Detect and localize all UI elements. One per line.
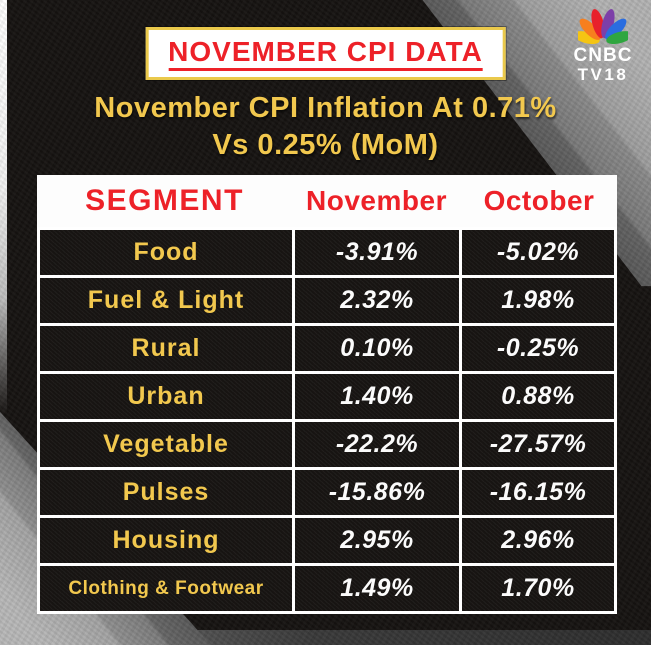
october-cell: -5.02% xyxy=(462,230,614,275)
segment-cell: Fuel & Light xyxy=(40,278,292,323)
november-cell: -15.86% xyxy=(295,470,459,515)
table-row: Urban 1.40% 0.88% xyxy=(40,374,614,419)
segment-cell: Clothing & Footwear xyxy=(40,566,292,611)
table-header-row: SEGMENT November October xyxy=(37,175,617,227)
headline-line-1: November CPI Inflation At 0.71% xyxy=(94,92,557,124)
page-title: NOVEMBER CPI DATA xyxy=(168,36,483,71)
table-row: Vegetable -22.2% -27.57% xyxy=(40,422,614,467)
column-header-october: October xyxy=(483,185,595,216)
october-cell: -27.57% xyxy=(462,422,614,467)
october-cell: 0.88% xyxy=(462,374,614,419)
segment-cell: Food xyxy=(40,230,292,275)
headline-line-2: Vs 0.25% (MoM) xyxy=(212,129,439,161)
cnbc-peacock-icon xyxy=(578,9,628,44)
november-cell: 1.40% xyxy=(295,374,459,419)
table-body: Food -3.91% -5.02% Fuel & Light 2.32% 1.98% Ru… xyxy=(37,227,617,614)
column-header-segment: SEGMENT xyxy=(85,184,244,217)
segment-cell: Urban xyxy=(40,374,292,419)
table-row: Food -3.91% -5.02% xyxy=(40,230,614,275)
october-cell: 2.96% xyxy=(462,518,614,563)
table-row: Rural 0.10% -0.25% xyxy=(40,326,614,371)
segment-cell: Housing xyxy=(40,518,292,563)
october-cell: -0.25% xyxy=(462,326,614,371)
title-banner: NOVEMBER CPI DATA xyxy=(145,27,506,80)
table-row: Clothing & Footwear 1.49% 1.70% xyxy=(40,566,614,611)
november-cell: 2.32% xyxy=(295,278,459,323)
logo-text-cnbc: CNBC xyxy=(573,45,633,66)
cnbc-tv18-logo: CNBC TV18 xyxy=(565,8,641,83)
october-cell: 1.70% xyxy=(462,566,614,611)
november-cell: -3.91% xyxy=(295,230,459,275)
segment-cell: Rural xyxy=(40,326,292,371)
table-row: Fuel & Light 2.32% 1.98% xyxy=(40,278,614,323)
november-cell: 1.49% xyxy=(295,566,459,611)
cpi-data-table: SEGMENT November October Food -3.91% -5.02… xyxy=(37,175,617,614)
segment-cell: Vegetable xyxy=(40,422,292,467)
november-cell: 2.95% xyxy=(295,518,459,563)
headline: November CPI Inflation At 0.71% Vs 0.25%… xyxy=(0,90,651,164)
october-cell: 1.98% xyxy=(462,278,614,323)
november-cell: 0.10% xyxy=(295,326,459,371)
november-cell: -22.2% xyxy=(295,422,459,467)
left-white-strip-decoration xyxy=(0,0,7,415)
segment-cell: Pulses xyxy=(40,470,292,515)
column-header-november: November xyxy=(306,185,447,216)
logo-text-tv18: TV18 xyxy=(577,65,629,84)
october-cell: -16.15% xyxy=(462,470,614,515)
table-row: Pulses -15.86% -16.15% xyxy=(40,470,614,515)
table-row: Housing 2.95% 2.96% xyxy=(40,518,614,563)
